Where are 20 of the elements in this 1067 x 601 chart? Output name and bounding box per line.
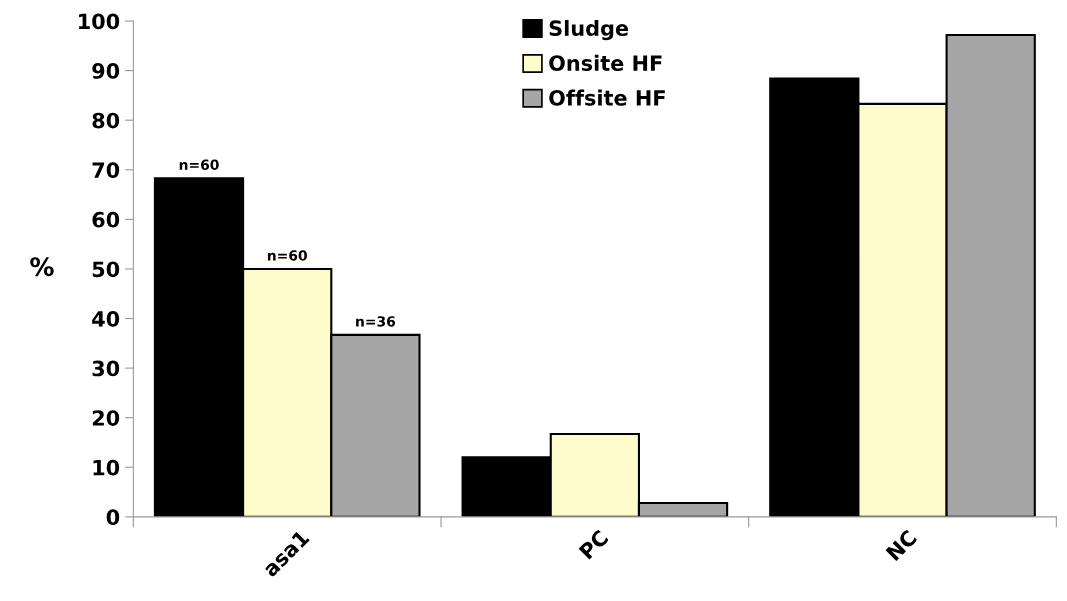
y-tick-label: 60 [92,211,120,228]
legend-label: Offsite HF [549,89,665,106]
y-tick-label: 80 [92,112,120,129]
y-tick-label: 0 [106,509,120,526]
y-tick-label: 100 [79,13,120,30]
y-tick-label: 10 [93,459,120,476]
legend-label: Onsite HF [549,54,662,71]
y-tick-label: 40 [92,310,120,327]
y-tick-label: 30 [92,360,120,377]
annotation: n=60 [267,250,307,261]
y-tick-label: 20 [92,410,120,426]
annotation: n=36 [356,316,396,327]
annotation: n=60 [179,159,219,170]
y-tick-label: 90 [92,63,120,79]
x-tick-label: PC [578,529,609,560]
y-tick-label: 70 [92,162,120,178]
y-axis-title: % [30,257,54,277]
x-tick-label: NC [885,529,918,562]
y-tick-label: 50 [92,261,120,278]
legend-label: Sludge [549,19,629,41]
